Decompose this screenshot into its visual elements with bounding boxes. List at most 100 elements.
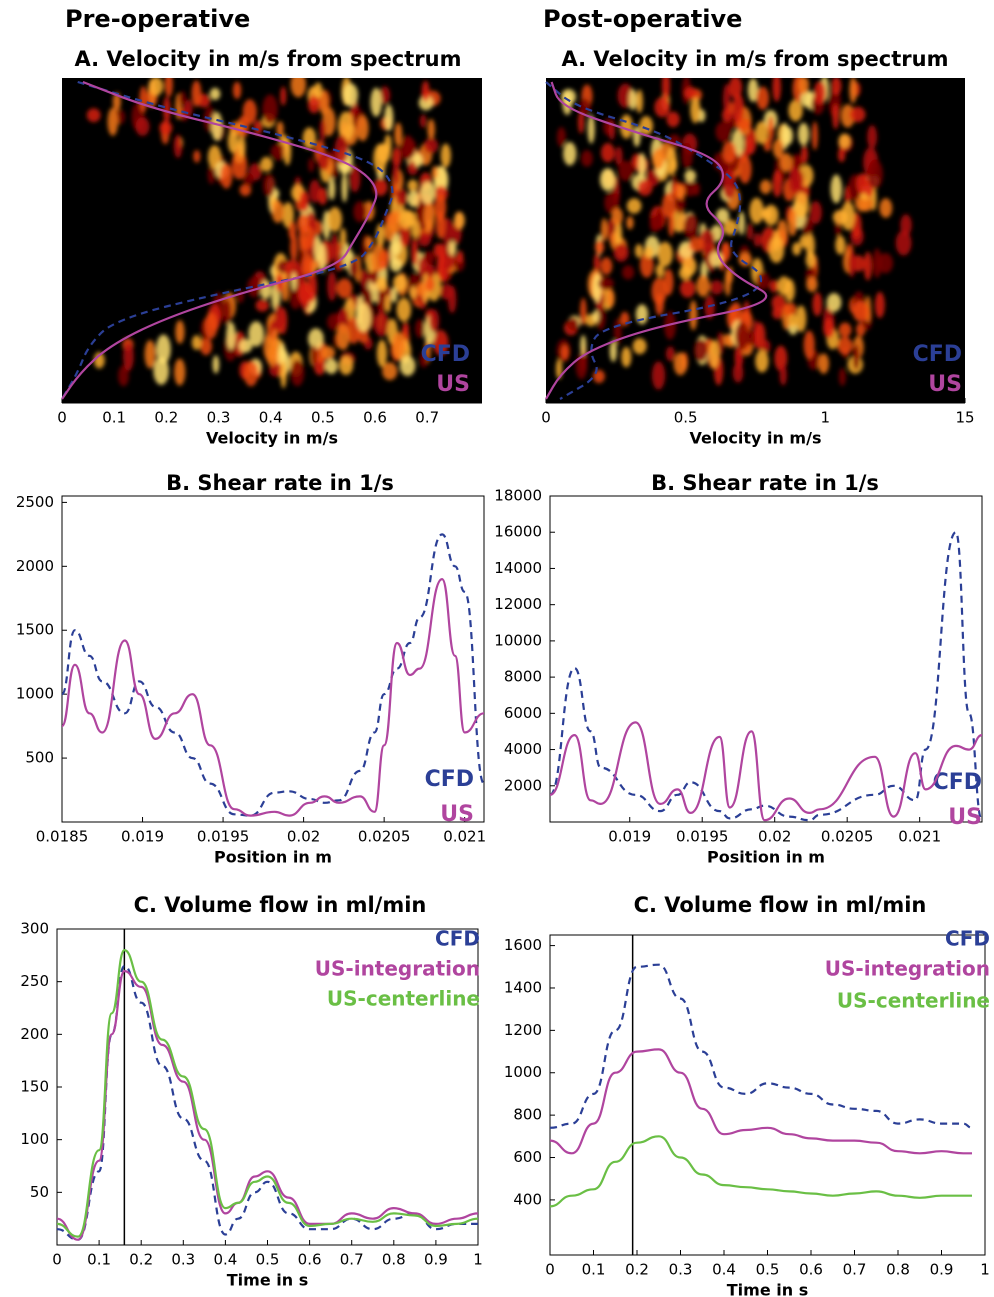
spectrum-blob [156,334,171,364]
spectrum-blob [403,210,417,226]
spectrum-blob [638,152,646,180]
legend-entry: US-integration [315,957,480,981]
spectrum-blob [781,122,790,150]
spectrum-blob [788,99,803,122]
spectrum-blob [592,310,600,323]
spectrum-blob [797,122,810,146]
spectrum-blob [754,322,766,351]
spectrum-blob [744,127,757,155]
x-tick-label: 0.0195 [676,828,729,846]
spectrum-blob [360,269,368,289]
spectrum-blob [301,253,314,279]
y-tick-label: 400 [513,1190,542,1208]
spectrum-blob [614,220,623,249]
spectrum-blob [755,121,768,145]
spectrum-blob [849,78,857,104]
spectrum-blob [389,239,397,267]
spectrum-blob [666,145,677,176]
legend-entry: US [440,802,474,827]
x-axis-label: Velocity in m/s [690,429,822,448]
x-tick-label: 0 [541,409,551,427]
legend-entry: US-centerline [327,987,480,1011]
x-tick-label: 0.5 [256,1251,280,1269]
x-tick-label: 0 [545,1261,555,1279]
spectrum-blob [621,346,632,368]
spectrum-blob [772,139,784,159]
spectrum-blob [207,164,216,185]
spectrum-blob [353,201,367,223]
y-tick-label: 16000 [494,523,542,541]
spectrum-blob [783,302,797,317]
spectrum-blob [715,121,732,143]
spectrum-blob [654,97,670,118]
spectrum-blob [849,106,866,123]
x-tick-label: 0.7 [843,1261,867,1279]
spectrum-blob [813,80,826,105]
spectrum-blob [199,336,213,356]
spectrum-blob [732,362,744,383]
spectrum-blob [297,283,314,304]
spectrum-blob [349,165,361,193]
legend-entry: US [948,805,982,830]
spectrum-blob [673,352,688,376]
x-tick-label: 0.7 [340,1251,364,1269]
x-tick-label: 0.5 [311,409,335,427]
x-tick-label: 0 [57,409,67,427]
spectrum-blob [772,169,783,198]
spectrum-blob [327,271,337,302]
x-tick-label: 0.019 [608,828,651,846]
spectrum-blob [334,135,349,164]
spectrum-blob [338,111,354,142]
spectrum-blob [863,251,872,281]
spectrum-blob [663,268,674,296]
x-tick-label: 0.3 [669,1261,693,1279]
y-tick-label: 2500 [16,493,54,511]
spectrum-blob [174,358,186,386]
spectrum-blob [378,249,390,270]
chart-title: B. Shear rate in 1/s [651,471,879,495]
spectrum-blob [809,200,822,224]
spectrum-blob [867,125,878,149]
spectrum-blob [419,351,429,368]
spectrum-blob [222,298,232,326]
legend-entry: US-centerline [837,989,990,1013]
spectrum-blob [688,237,704,253]
spectrum-blob [756,86,770,110]
x-tick-label: 0.8 [382,1251,406,1269]
spectrum-blob [580,297,587,326]
y-tick-label: 250 [20,972,49,990]
spectrum-blob [263,173,275,198]
series-line [549,721,983,822]
x-tick-label: 0.2 [625,1261,649,1279]
spectrum-blob [159,121,173,135]
y-tick-label: 8000 [504,668,542,686]
spectrum-blob [290,233,298,262]
spectrum-blob [148,78,164,96]
x-axis-label: Velocity in m/s [206,429,338,448]
spectrum-blob [665,346,675,362]
spectrum-blob [390,287,398,303]
spectrum-blobs [555,78,912,390]
spectrum-blob [239,184,252,197]
y-tick-label: 300 [20,920,49,938]
x-tick-label: 1 [821,409,831,427]
spectrum-blob [732,93,745,123]
spectrum-blob [418,95,434,111]
spectrum-blob [852,344,860,371]
spectrum-blob [738,211,745,236]
x-tick-label: 0.4 [259,409,283,427]
spectrum-blob [247,276,262,298]
spectrum-blob [681,256,697,276]
x-tick-label: 0.5 [756,1261,780,1279]
series-line [61,80,394,400]
spectrum-blob [178,91,187,105]
spectrum-blob [567,317,579,332]
y-tick-label: 100 [20,1130,49,1148]
spectrum-blob [423,202,435,231]
spectrum-blob [370,87,382,117]
spectrum-blob [135,117,150,137]
y-tick-label: 10000 [494,631,542,649]
spectrum-blob [581,150,593,167]
spectrum-image [546,78,965,403]
x-tick-label: 0.0195 [197,828,250,846]
